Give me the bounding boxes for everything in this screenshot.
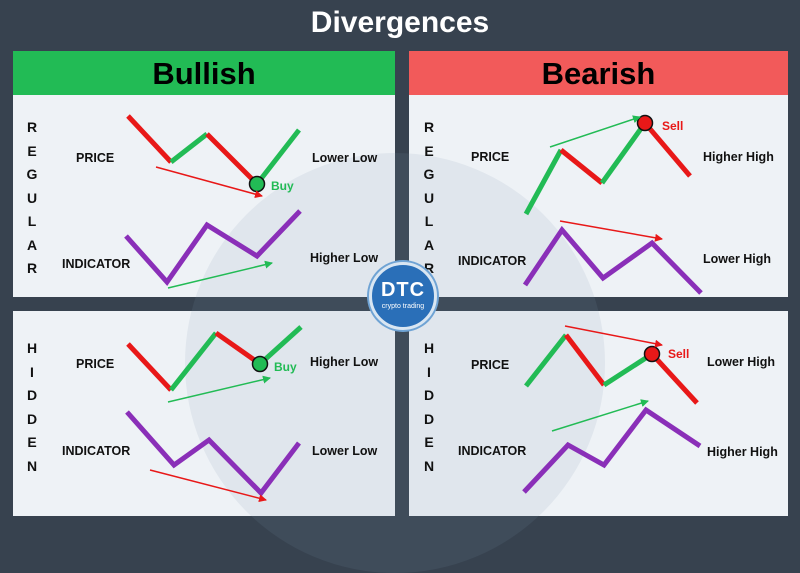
divergence-arrow-bearish-hidden-indicator bbox=[551, 399, 649, 432]
price-seg bbox=[599, 121, 648, 185]
price-note-bullish-hidden: Higher Low bbox=[310, 355, 379, 369]
price-seg bbox=[524, 333, 568, 388]
price-seg bbox=[126, 342, 173, 392]
indicator-label-bearish-regular: INDICATOR bbox=[458, 254, 527, 268]
panel-bullish-regular: Bullish bbox=[13, 51, 395, 297]
indicator-note-bullish-hidden: Lower Low bbox=[312, 444, 378, 458]
buy-dot-bullish-regular bbox=[248, 175, 266, 193]
sell-label-bearish-regular: Sell bbox=[662, 119, 683, 133]
indicator-label-bullish-regular: INDICATOR bbox=[62, 257, 131, 271]
header-bullish: Bullish bbox=[13, 51, 395, 95]
price-seg bbox=[255, 128, 301, 186]
price-seg bbox=[169, 331, 218, 392]
divergence-arrow-bullish-regular-price bbox=[155, 166, 263, 199]
sell-label-bearish-hidden: Sell bbox=[668, 347, 689, 361]
price-seg bbox=[214, 330, 262, 367]
indicator-line-bearish-regular bbox=[522, 225, 703, 295]
price-seg bbox=[205, 132, 259, 186]
header-bearish: Bearish bbox=[409, 51, 788, 95]
price-label-bullish-hidden: PRICE bbox=[76, 357, 115, 371]
panel-bearish-regular: Bearish bbox=[409, 51, 788, 297]
divergence-arrow-bullish-hidden-price bbox=[167, 375, 271, 403]
price-seg bbox=[169, 132, 209, 164]
indicator-line-bullish-hidden bbox=[125, 410, 301, 497]
price-seg bbox=[643, 121, 692, 178]
indicator-note-bearish-regular: Lower High bbox=[703, 252, 772, 266]
panel-bearish-hidden bbox=[409, 311, 788, 516]
price-seg bbox=[523, 148, 564, 216]
indicator-note-bullish-regular: Higher Low bbox=[310, 251, 379, 265]
price-seg bbox=[650, 352, 699, 405]
price-seg bbox=[559, 148, 604, 185]
dtc-logo: DTC crypto trading bbox=[369, 262, 437, 330]
indicator-line-bearish-hidden bbox=[522, 406, 702, 494]
price-seg bbox=[258, 325, 303, 366]
price-label-bearish-regular: PRICE bbox=[471, 150, 510, 164]
divergence-arrow-bearish-regular-indicator bbox=[559, 220, 663, 242]
price-seg bbox=[564, 333, 606, 387]
indicator-line-bullish-regular bbox=[124, 209, 302, 287]
buy-dot-bullish-hidden bbox=[251, 355, 269, 373]
buy-label-bullish-regular: Buy bbox=[271, 179, 294, 193]
divergence-arrow-bearish-regular-price bbox=[549, 115, 641, 148]
divergence-arrow-bearish-hidden-price bbox=[564, 325, 663, 348]
indicator-label-bearish-hidden: INDICATOR bbox=[458, 444, 527, 458]
page-title: Divergences bbox=[310, 6, 490, 39]
divergence-arrow-bullish-regular-indicator bbox=[167, 260, 273, 289]
price-note-bullish-regular: Lower Low bbox=[312, 151, 378, 165]
price-label-bearish-hidden: PRICE bbox=[471, 358, 510, 372]
price-label-bullish-regular: PRICE bbox=[76, 151, 115, 165]
price-seg bbox=[126, 114, 173, 164]
indicator-label-bullish-hidden: INDICATOR bbox=[62, 444, 131, 458]
divergence-arrow-bullish-hidden-indicator bbox=[149, 469, 267, 503]
price-note-bearish-regular: Higher High bbox=[703, 150, 774, 164]
sell-dot-bearish-hidden bbox=[643, 345, 661, 363]
buy-label-bullish-hidden: Buy bbox=[274, 360, 297, 374]
indicator-note-bearish-hidden: Higher High bbox=[707, 445, 778, 459]
price-seg bbox=[602, 351, 654, 388]
price-note-bearish-hidden: Lower High bbox=[707, 355, 776, 369]
divergence-drawings: Buy Sell Buy Sell bbox=[124, 114, 703, 503]
